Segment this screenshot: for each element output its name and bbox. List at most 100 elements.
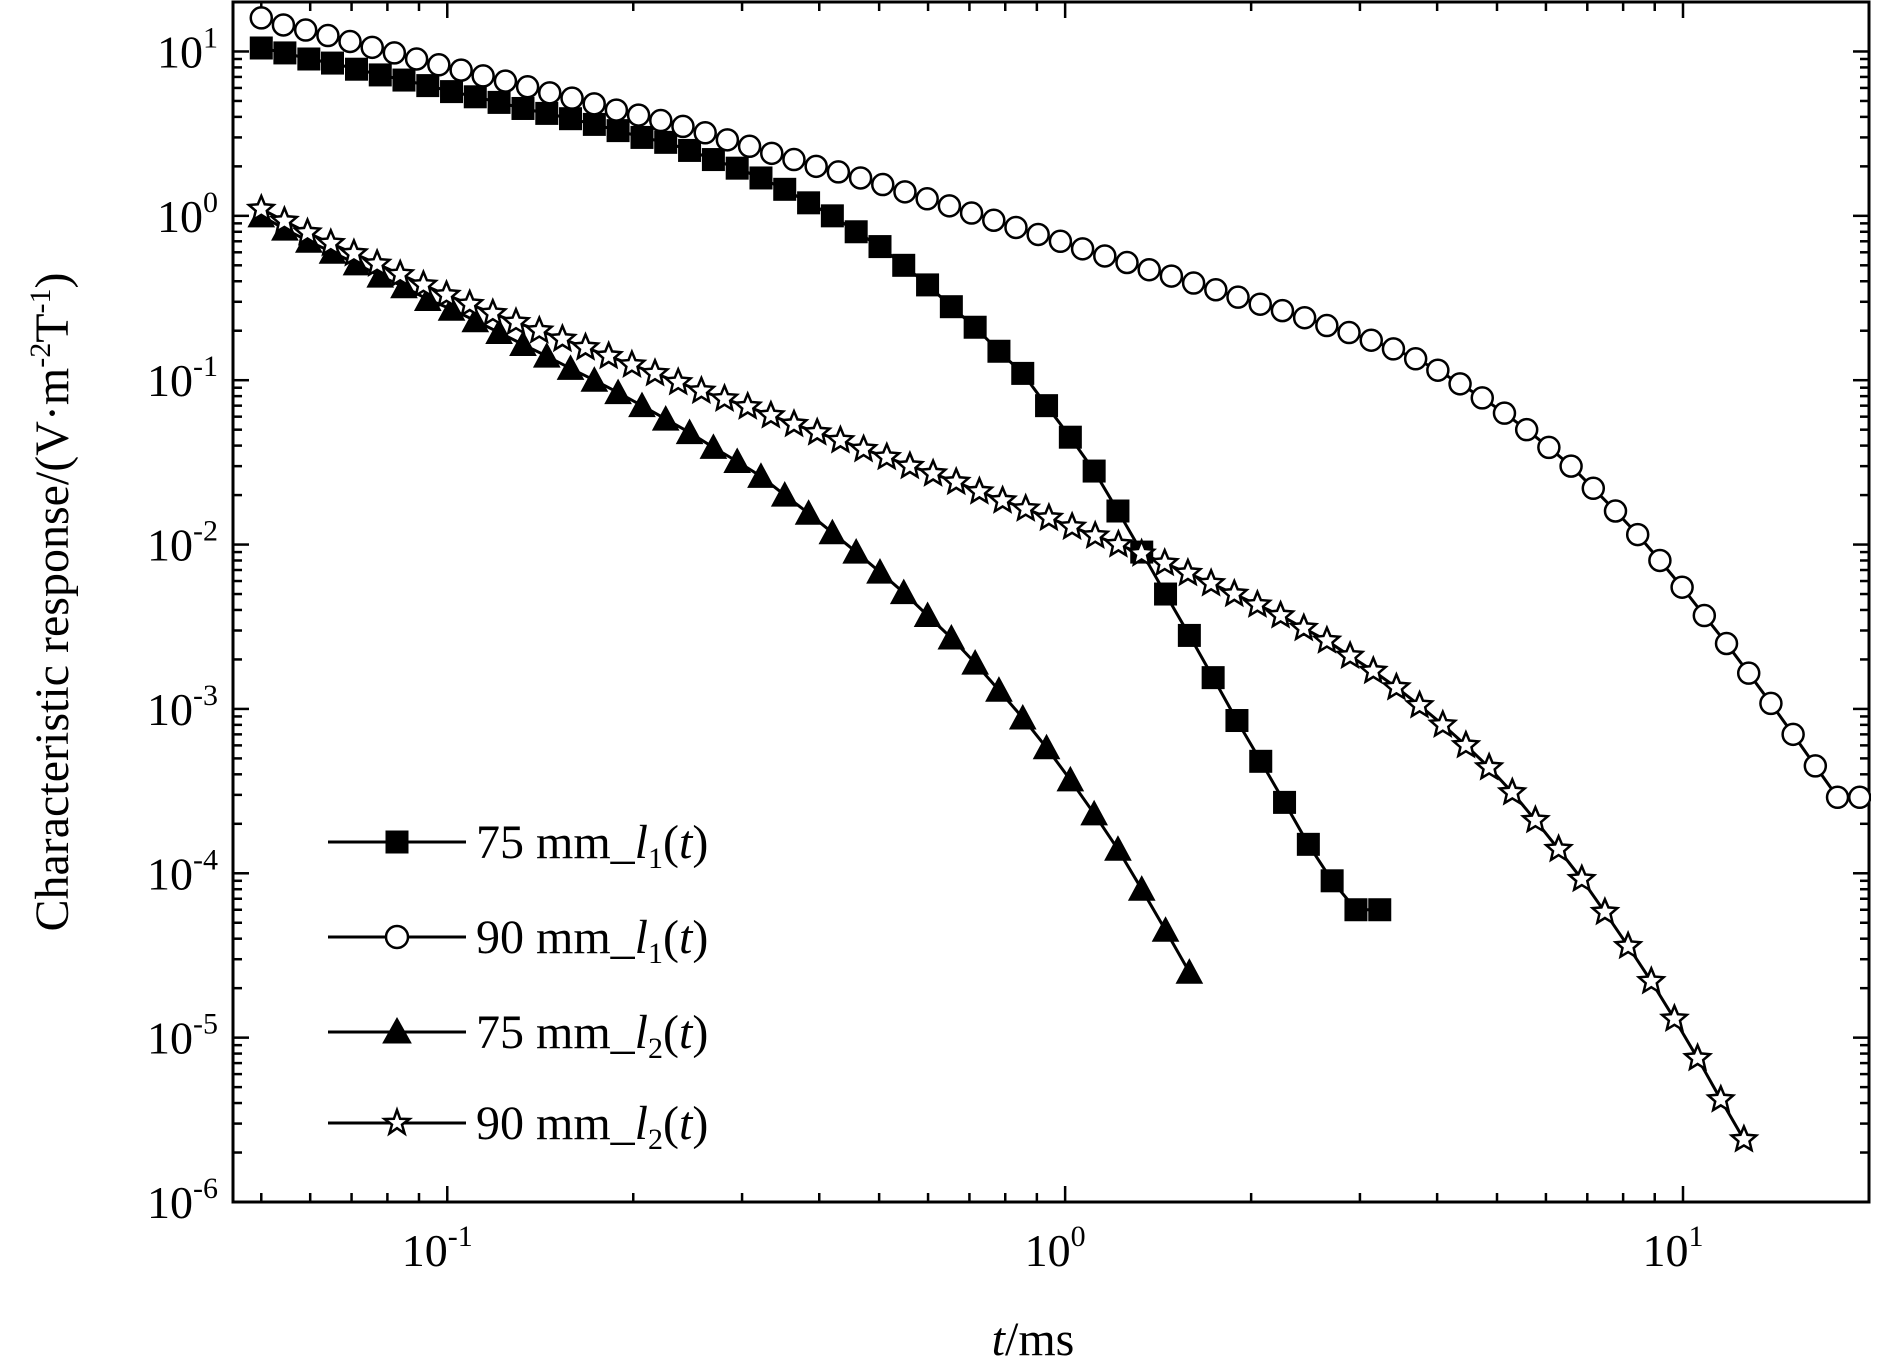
data-point xyxy=(580,366,609,392)
data-point xyxy=(449,58,473,82)
data-point xyxy=(361,247,393,278)
data-point xyxy=(537,81,562,105)
data-point xyxy=(1404,689,1436,719)
data-point xyxy=(1048,229,1073,254)
data-point xyxy=(1334,639,1366,670)
data-point xyxy=(1705,1083,1737,1113)
data-point xyxy=(889,578,918,605)
data-point xyxy=(987,484,1018,514)
legend-item-75mm-l1: 75 mm_l1(t) xyxy=(328,816,708,875)
data-point xyxy=(678,138,702,162)
data-point xyxy=(440,80,464,104)
data-point xyxy=(1115,250,1139,275)
data-point xyxy=(1344,898,1368,922)
data-point xyxy=(871,440,903,471)
legend-label: 90 mm_l2(t) xyxy=(476,1097,708,1156)
data-point xyxy=(725,156,749,180)
data-point xyxy=(1519,804,1551,834)
y-tick-label: 10-1 xyxy=(147,350,218,406)
data-point xyxy=(1058,425,1082,449)
data-point xyxy=(1381,337,1406,361)
data-point xyxy=(1847,785,1871,810)
data-point xyxy=(320,51,344,75)
tick-labels: 10-1 100 101 101 100 10-1 10-2 10-3 10-4 10-5 10-6 xyxy=(147,21,1704,1276)
data-point xyxy=(1427,708,1459,739)
data-point xyxy=(709,382,740,413)
data-point xyxy=(915,187,939,211)
data-point xyxy=(940,465,972,496)
data-point xyxy=(1426,358,1450,382)
data-point xyxy=(1248,292,1272,316)
data-point xyxy=(782,147,806,172)
data-point xyxy=(732,390,764,420)
data-point xyxy=(959,201,984,225)
data-point xyxy=(1403,347,1428,371)
data-point xyxy=(316,23,340,48)
data-point xyxy=(871,172,895,197)
data-point xyxy=(715,128,740,152)
data-point xyxy=(604,378,632,405)
data-point xyxy=(630,125,654,149)
data-point xyxy=(556,354,585,380)
data-point xyxy=(535,101,559,125)
data-point xyxy=(593,339,625,370)
data-point xyxy=(649,108,673,133)
data-point xyxy=(461,306,490,333)
data-point xyxy=(293,18,318,42)
data-point xyxy=(427,53,451,77)
data-point xyxy=(701,148,725,172)
data-point xyxy=(485,318,513,345)
data-point xyxy=(404,47,429,71)
data-point xyxy=(1714,631,1739,656)
data-point xyxy=(1106,499,1130,523)
data-point xyxy=(1514,417,1539,442)
data-point xyxy=(511,96,535,120)
ticks xyxy=(233,0,1871,1204)
data-point xyxy=(1543,833,1575,863)
data-point xyxy=(723,447,752,474)
data-point xyxy=(1803,754,1828,778)
data-point xyxy=(1492,401,1517,425)
data-point xyxy=(1201,666,1225,690)
data-point xyxy=(1056,765,1085,792)
data-point xyxy=(1159,264,1184,288)
data-point xyxy=(1380,671,1412,701)
data-point xyxy=(1473,751,1505,781)
data-point xyxy=(778,407,810,438)
data-point xyxy=(794,499,823,525)
legend-marker-star xyxy=(380,1106,414,1137)
data-point xyxy=(894,449,926,480)
data-point xyxy=(1079,519,1111,550)
data-point xyxy=(1359,328,1383,353)
data-point xyxy=(360,35,384,60)
legend-item-90mm-l1: 90 mm_l1(t) xyxy=(328,911,708,970)
data-point xyxy=(1728,1123,1760,1153)
data-point xyxy=(844,220,868,244)
data-point xyxy=(1270,298,1295,323)
data-point xyxy=(671,114,695,139)
y-tick-label: 10-3 xyxy=(147,679,218,735)
data-point xyxy=(963,475,995,505)
data-point xyxy=(1226,285,1250,309)
y-tick-label: 10-6 xyxy=(147,1172,218,1228)
data-point xyxy=(1288,611,1320,642)
data-point xyxy=(755,399,787,429)
data-point xyxy=(1603,499,1628,523)
data-point xyxy=(1010,492,1042,522)
data-point xyxy=(749,166,773,190)
x-axis-label: t/ms xyxy=(992,1313,1075,1362)
data-point xyxy=(963,315,987,339)
data-point xyxy=(1759,691,1783,716)
data-point xyxy=(1825,785,1850,810)
data-point xyxy=(937,194,962,218)
data-point xyxy=(515,75,540,99)
data-point xyxy=(868,235,892,259)
data-point xyxy=(338,237,370,267)
data-point xyxy=(1448,372,1472,396)
data-point xyxy=(392,68,416,92)
data-point xyxy=(1004,215,1028,240)
data-point xyxy=(487,90,511,114)
data-point xyxy=(826,160,851,184)
data-point xyxy=(1470,386,1495,410)
